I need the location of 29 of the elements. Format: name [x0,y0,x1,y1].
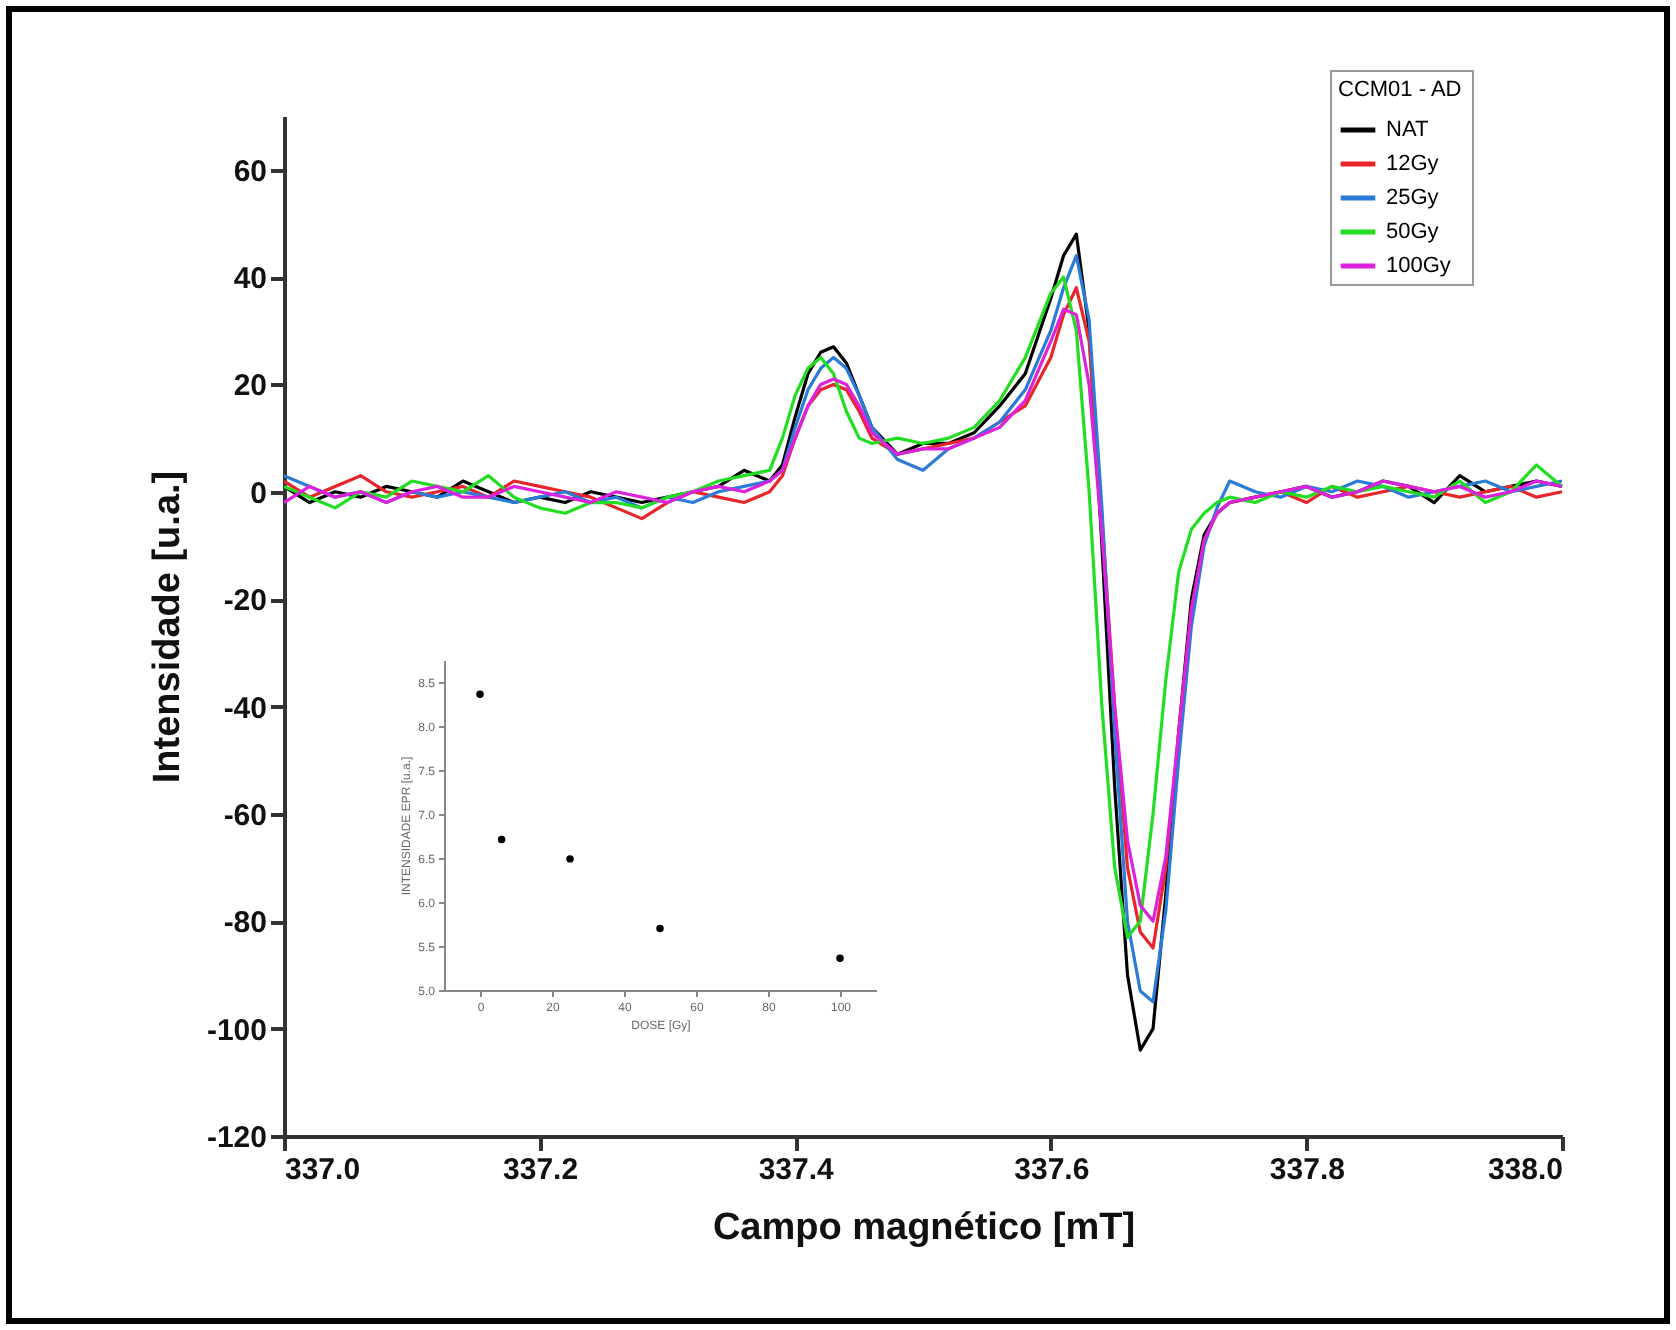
legend-title: CCM01 - AD [1338,78,1462,102]
y-tick-label: -60 [223,798,267,833]
x-tick-label: 337.2 [503,1153,579,1187]
point [836,954,844,963]
point [497,835,506,844]
legend-label: 50Gy [1386,220,1440,244]
legend-label: NAT [1386,118,1429,142]
y-tick-label: -120 [206,1121,267,1155]
y-tick-label: 20 [233,369,267,404]
x-tick-label: 337.8 [1269,1153,1345,1187]
y-axis-title: Intensidade [u.a.] [146,470,189,784]
point [476,690,484,699]
x-tick-label: 337.0 [285,1153,361,1187]
x-tick-label: 338.0 [1487,1153,1563,1187]
y-tick-label: 60 [233,154,267,189]
y-tick-label: 40 [233,262,267,297]
y-tick-label: -80 [223,906,267,941]
y-tick-label: -40 [223,691,267,726]
y-tick-label: -20 [223,584,267,619]
x-tick-label: 337.6 [1014,1153,1090,1187]
x-axis-title: Campo magnético [mT] [712,1207,1136,1249]
x-tick-label: 337.4 [758,1153,836,1187]
point [566,855,574,863]
point [656,924,664,933]
legend-label: 25Gy [1386,186,1440,210]
legend-label: 12Gy [1386,152,1440,176]
y-tick-label: -100 [206,1013,267,1048]
legend-label: 100Gy [1386,254,1452,278]
y-tick-label: 0 [250,476,267,511]
